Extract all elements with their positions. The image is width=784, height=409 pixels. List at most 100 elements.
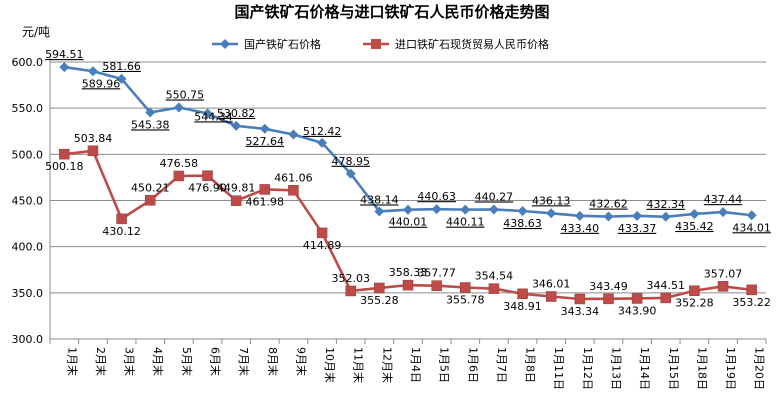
square-marker: [116, 213, 127, 225]
square-marker: [660, 292, 672, 304]
data-label: 512.42: [303, 125, 342, 138]
data-label: 432.62: [589, 198, 628, 211]
data-label: 346.01: [532, 278, 571, 291]
square-marker: [202, 170, 213, 181]
y-tick-label: 450.0: [12, 195, 44, 208]
square-marker: [689, 285, 700, 296]
x-tick-label: 1月14日: [638, 347, 651, 390]
data-label: 348.91: [503, 300, 542, 313]
data-label: 433.37: [618, 222, 657, 235]
diamond-marker: [460, 204, 471, 215]
data-label: 461.06: [274, 171, 313, 184]
x-tick-label: 1月13日: [609, 347, 622, 390]
diamond-marker: [259, 123, 270, 134]
data-label: 352.03: [331, 272, 370, 285]
x-tick-label: 1月5日: [438, 347, 451, 383]
diamond-marker: [231, 120, 242, 131]
x-tick-label: 6月末: [209, 347, 223, 376]
square-marker: [316, 227, 328, 239]
diamond-marker: [746, 210, 757, 221]
diamond-marker: [173, 102, 184, 113]
data-label: 581.66: [102, 60, 141, 73]
diamond-marker: [517, 205, 528, 216]
x-tick-label: 2月末: [94, 347, 108, 376]
square-marker: [345, 285, 356, 297]
data-label: 589.96: [82, 77, 121, 90]
x-tick-label: 10月末: [323, 347, 337, 383]
square-marker: [87, 145, 99, 157]
data-label: 594.51: [45, 48, 84, 61]
gridlines: [50, 61, 766, 294]
data-label: 530.82: [217, 107, 256, 120]
data-label: 450.21: [131, 181, 170, 194]
data-label: 436.13: [532, 194, 571, 207]
diamond-marker: [546, 208, 557, 219]
data-label: 478.95: [331, 155, 370, 168]
square-marker: [631, 293, 643, 304]
data-label: 438.63: [503, 217, 542, 230]
data-label: 440.27: [475, 190, 514, 203]
legend-label-1: 国产铁矿石价格: [244, 37, 321, 51]
x-tick-label: 1月8日: [524, 347, 537, 383]
x-tick-label: 8月末: [266, 347, 280, 376]
square-marker: [230, 195, 242, 206]
diamond-marker: [689, 208, 700, 219]
legend-diamond-marker: [220, 39, 230, 49]
x-tick-label: 1月18日: [695, 347, 708, 390]
x-tick-label: 12月末: [380, 347, 394, 383]
x-tick-label: 1月末: [65, 347, 79, 376]
square-marker: [488, 283, 500, 294]
data-label: 476.90: [188, 182, 227, 195]
x-tick-label: 1月15日: [667, 347, 680, 390]
diamond-marker: [574, 210, 585, 221]
square-marker: [374, 282, 385, 294]
diamond-marker: [718, 207, 729, 218]
chart-title: 国产铁矿石价格与进口铁矿石人民币价格走势图: [234, 3, 549, 21]
data-label: 437.44: [704, 193, 743, 206]
x-tick-label: 7月末: [237, 347, 251, 376]
data-label: 343.90: [618, 304, 657, 317]
y-tick-label: 350.0: [12, 287, 44, 300]
data-label: 550.75: [166, 88, 205, 101]
diamond-marker: [317, 137, 328, 148]
square-marker: [402, 279, 414, 291]
y-axis-ticks: 300.0 350.0 400.0 450.0 500.0 550.0 600.0: [12, 56, 44, 346]
diamond-marker: [403, 204, 413, 215]
diamond-marker: [345, 168, 356, 179]
y-tick-label: 300.0: [12, 333, 44, 346]
data-label: 449.81: [217, 182, 256, 195]
square-marker: [431, 280, 442, 291]
data-label: 343.49: [589, 280, 628, 293]
data-label: 433.40: [561, 222, 600, 235]
square-marker: [574, 293, 586, 305]
square-marker: [545, 291, 557, 302]
data-label: 432.34: [647, 198, 686, 211]
data-label: 343.34: [561, 305, 600, 318]
data-label: 476.58: [160, 157, 199, 170]
square-marker: [288, 185, 299, 196]
square-marker: [259, 184, 271, 195]
square-marker: [173, 170, 185, 182]
diamond-marker: [202, 108, 213, 119]
x-tick-label: 11月末: [352, 347, 366, 383]
data-label: 461.98: [246, 195, 285, 208]
square-marker: [144, 195, 156, 206]
x-tick-label: 1月7日: [495, 347, 508, 383]
x-tick-label: 1月6日: [466, 347, 479, 383]
data-label: 357.07: [704, 267, 743, 280]
data-label: 354.54: [475, 270, 514, 283]
data-label: 358.33: [389, 266, 428, 279]
data-label: 440.63: [417, 190, 456, 203]
x-tick-label: 1月20日: [753, 347, 766, 390]
x-tick-label: 9月末: [294, 347, 308, 376]
square-marker: [59, 148, 70, 160]
data-label: 430.12: [102, 225, 141, 238]
square-marker: [717, 281, 729, 292]
y-tick-label: 550.0: [12, 102, 44, 115]
data-label: 527.64: [246, 135, 285, 148]
data-label: 352.28: [675, 297, 714, 310]
x-tick-label: 1月19日: [724, 347, 737, 390]
axes: [49, 58, 766, 340]
x-tick-label: 5月末: [180, 347, 194, 376]
data-label: 440.11: [446, 216, 485, 229]
